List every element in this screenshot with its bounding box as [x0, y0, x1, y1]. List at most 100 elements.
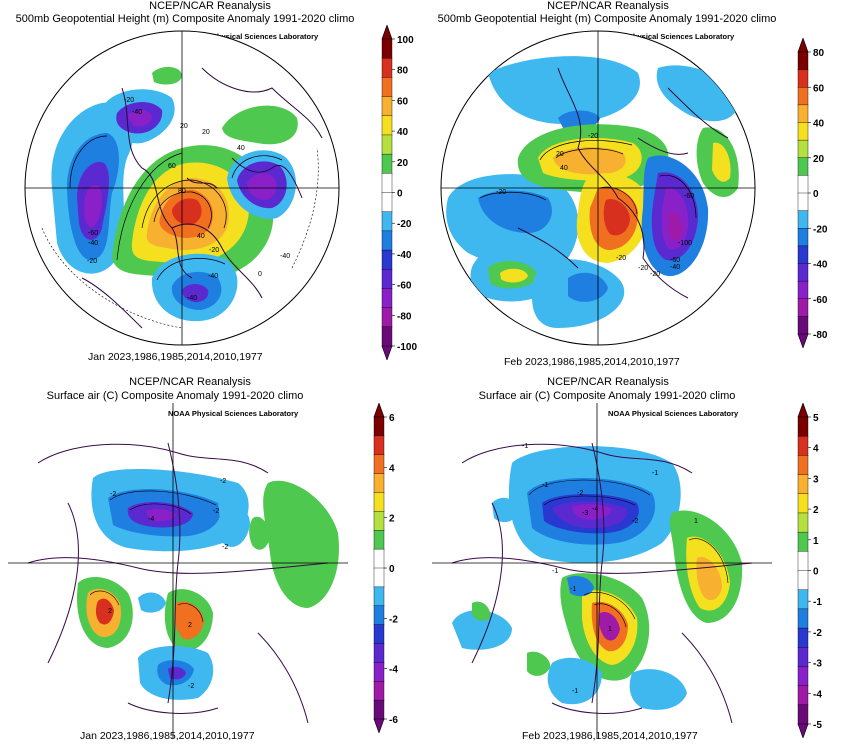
- contour-label: -60: [88, 230, 98, 237]
- panel-footer: Feb 2023,1986,1985,2014,2010,1977: [504, 356, 680, 368]
- contour-label: -1: [542, 482, 548, 489]
- colorbar-tick-label: -80: [813, 330, 828, 341]
- colorbar-segment: [373, 605, 385, 626]
- colorbar-segment: [797, 69, 809, 88]
- colorbar-segment: [797, 685, 809, 706]
- contour-label: 80: [178, 188, 186, 195]
- contour-label: 1: [608, 626, 612, 633]
- colorbar-segment: [797, 263, 809, 282]
- contour-label: -40: [132, 109, 142, 116]
- colorbar-segment: [373, 530, 385, 550]
- colorbar-segment: [373, 681, 385, 701]
- anomaly-map-z500-feb: -20 20 40 -20 -60 -100 -60 -40 -20 -20 -…: [440, 30, 756, 346]
- contour-label: 40: [560, 165, 568, 172]
- colorbar-segment: [797, 210, 809, 229]
- colorbar-top-arrow: [797, 37, 809, 53]
- colorbar-segment: [381, 57, 393, 79]
- colorbar-tick-label: 60: [397, 96, 409, 107]
- panel-title: NCEP/NCAR Reanalysis: [129, 376, 251, 388]
- contour-label: 20: [202, 129, 210, 136]
- colorbar-tick-label: 20: [813, 154, 825, 165]
- colorbar-segment: [797, 316, 809, 335]
- contour-label: -3: [582, 510, 588, 517]
- colorbar-tick-label: -20: [813, 224, 828, 235]
- colorbar-segment: [797, 416, 809, 437]
- contour-label: -20: [209, 247, 219, 254]
- contour-label: 0: [258, 271, 262, 278]
- colorbar-tick-label: -40: [397, 250, 412, 261]
- colorbar-segment: [373, 662, 385, 682]
- colorbar-segment: [373, 567, 385, 588]
- panel-top-right: NCEP/NCAR Reanalysis 500mb Geopotential …: [422, 0, 844, 373]
- colorbar-tick-label: -6: [389, 715, 398, 726]
- colorbar-tick-label: -5: [813, 720, 822, 731]
- contour-label: -40: [670, 264, 680, 271]
- lab-credit: NOAA Physical Sciences Laboratory: [608, 409, 739, 418]
- colorbar-segment: [797, 627, 809, 648]
- colorbar-tick-label: -20: [397, 219, 412, 230]
- colorbar-segment: [797, 608, 809, 629]
- colorbar-segment: [381, 211, 393, 232]
- colorbar-tick-label: 80: [397, 66, 409, 77]
- contour-label: -1: [552, 568, 558, 575]
- colorbar: 100 80 60 40 20 0 -20 -40 -60 -80 -100: [378, 24, 418, 361]
- colorbar: 6 4 2 0 -2 -4 -6: [370, 402, 410, 734]
- contour-label: -20: [496, 189, 506, 196]
- colorbar-tick-label: -1: [813, 597, 822, 608]
- contour-label: -1: [572, 688, 578, 695]
- colorbar-segment: [381, 173, 393, 194]
- colorbar-segment: [797, 298, 809, 318]
- panel-bottom-right: NCEP/NCAR Reanalysis Surface air (C) Com…: [422, 373, 844, 747]
- panel-footer: Feb 2023,1986,1985,2014,2010,1977: [522, 730, 698, 742]
- colorbar-segment: [797, 51, 809, 71]
- contour-label: -40: [187, 295, 197, 302]
- contour-label: 2: [188, 622, 192, 629]
- colorbar-segment: [381, 153, 393, 175]
- colorbar-segment: [797, 531, 809, 553]
- contour-label: 2: [108, 608, 112, 615]
- contour-label: -2: [222, 544, 228, 551]
- colorbar: 80 60 40 20 0 -20 -40 -60 -80: [794, 37, 834, 349]
- colorbar-segment: [797, 228, 809, 247]
- colorbar-bottom-arrow: [797, 723, 809, 739]
- colorbar-segment: [373, 492, 385, 513]
- contour-label: -1: [522, 443, 528, 450]
- colorbar-segment: [381, 115, 393, 136]
- colorbar-tick-label: 2: [389, 514, 395, 525]
- colorbar-segment: [797, 175, 809, 194]
- colorbar-segment: [381, 269, 393, 290]
- colorbar-tick-label: 0: [397, 189, 403, 200]
- colorbar-segment: [373, 624, 385, 645]
- colorbar-tick-label: 100: [397, 35, 414, 46]
- colorbar-segment: [373, 643, 385, 664]
- contour-label: -20: [87, 258, 97, 265]
- contour-label: -40: [280, 253, 290, 260]
- colorbar-tick-label: -40: [813, 260, 828, 271]
- colorbar-tick-label: 5: [813, 413, 819, 424]
- colorbar-tick-label: 4: [389, 463, 395, 474]
- colorbar-segment: [373, 435, 385, 456]
- contour-label: -20: [124, 97, 134, 104]
- contour-label: -60: [684, 193, 694, 200]
- contour-label: -2: [220, 478, 226, 485]
- colorbar-tick-label: 2: [813, 505, 819, 516]
- colorbar-top-arrow: [373, 402, 385, 418]
- panel-subtitle: 500mb Geopotential Height (m) Composite …: [15, 13, 355, 25]
- colorbar-segment: [797, 139, 809, 159]
- colorbar-segment: [797, 551, 809, 572]
- colorbar-tick-label: 0: [389, 564, 395, 575]
- contour-label: 40: [197, 233, 205, 240]
- colorbar-tick-label: -80: [397, 311, 412, 322]
- contour-label: -20: [616, 255, 626, 262]
- colorbar-scale: 80 60 40 20 0 -20 -40 -60 -80: [797, 37, 828, 349]
- colorbar-segment: [381, 326, 393, 347]
- colorbar-segment: [373, 454, 385, 475]
- colorbar-tick-label: 40: [813, 119, 825, 130]
- colorbar-segment: [797, 157, 809, 177]
- colorbar-segment: [797, 704, 809, 725]
- colorbar-tick-label: -4: [813, 689, 822, 700]
- lab-credit: NOAA Physical Sciences Laboratory: [188, 32, 319, 41]
- colorbar-segment: [797, 192, 809, 212]
- colorbar-tick-label: 4: [813, 444, 819, 455]
- contour-label: -2: [110, 491, 116, 498]
